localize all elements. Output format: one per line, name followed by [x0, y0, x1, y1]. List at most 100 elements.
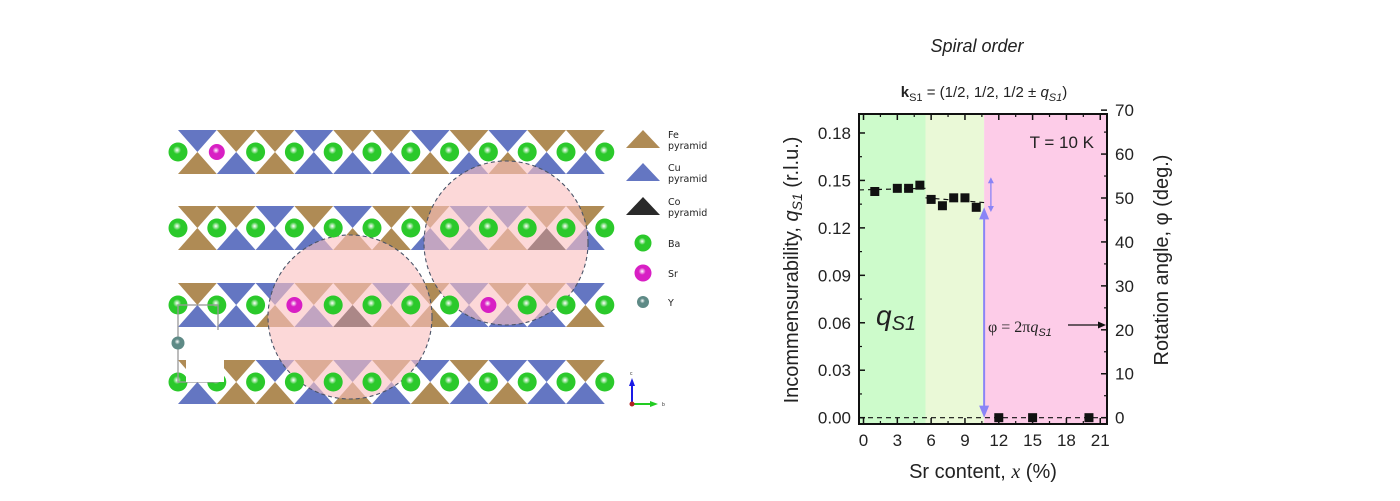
data-point	[971, 202, 981, 212]
ba-atom	[478, 218, 498, 238]
fe-pyramid	[566, 130, 605, 152]
fe-pyramid	[333, 130, 372, 152]
double-arrow-up	[987, 177, 994, 184]
phi-arrow	[1068, 321, 1106, 329]
y2-tick-label: 20	[1115, 321, 1134, 340]
ba-atom	[362, 218, 382, 238]
fe-pyramid	[566, 305, 605, 327]
ba-atom	[401, 295, 421, 315]
sr-atom-icon	[634, 264, 652, 282]
temperature-label: T = 10 K	[1030, 133, 1095, 152]
cu-pyramid	[527, 305, 566, 327]
ba-atom	[440, 372, 460, 392]
x-title-post: (%)	[1020, 461, 1057, 483]
data-point	[994, 413, 1004, 423]
data-point	[926, 194, 936, 204]
guide-line-1	[858, 187, 926, 191]
subtitle-k-sub: S1	[909, 92, 922, 104]
x-title-var: x	[1010, 461, 1020, 483]
axis-c-label: c	[630, 371, 633, 377]
subtitle-q-sub: S1	[1049, 92, 1062, 104]
unit-cell	[171, 304, 224, 383]
cu-pyramid	[410, 360, 450, 382]
ba-atom	[284, 218, 304, 238]
cu-pyramid	[527, 360, 566, 382]
co-pyramid-icon	[626, 197, 660, 215]
crystal-axes-indicator: cb	[629, 371, 665, 408]
cluster-highlight-circle	[267, 234, 433, 400]
ba-atom	[246, 218, 266, 238]
phi-eq-sub: S1	[1038, 327, 1051, 339]
y2-tick-label: 50	[1115, 189, 1134, 208]
cluster-highlights	[267, 160, 589, 400]
region-2	[925, 114, 985, 424]
ba-atom	[517, 295, 537, 315]
ba-atom	[440, 295, 460, 315]
x-tick-label: 15	[1023, 431, 1042, 450]
ba-atom	[440, 218, 460, 238]
fe-pyramid	[488, 382, 528, 404]
cu-pyramid	[178, 305, 217, 327]
data-point	[870, 187, 880, 196]
ba-atom	[556, 372, 576, 392]
jump-arrow-up	[979, 207, 990, 220]
phi-equation: φ = 2πqS1	[988, 319, 1052, 339]
chart-title: Spiral order	[930, 36, 1024, 56]
data-point	[937, 201, 947, 211]
y-title-pre: Incommensurability,	[781, 222, 803, 404]
x-tick-label: 12	[989, 431, 1008, 450]
chart-subtitle: kS1 = (1/2, 1/2, 1/2 ± qS1)	[901, 84, 1068, 104]
ba-atom	[595, 295, 615, 315]
fe-pyramid	[178, 152, 217, 174]
x-tick-label: 3	[893, 431, 902, 450]
fe-pyramid	[255, 130, 295, 152]
fe-pyramid	[449, 130, 489, 152]
cu-pyramid	[566, 382, 605, 404]
y2-axis-title: Rotation angle, φ (deg.)	[1151, 155, 1173, 366]
cu-pyramid	[216, 305, 256, 327]
fe-pyramid-icon	[626, 130, 660, 148]
cu-pyramid	[449, 382, 489, 404]
fe-pyramid	[372, 130, 411, 152]
fe-pyramid	[216, 130, 256, 152]
y-title-q: q	[781, 210, 803, 221]
subtitle-eq: = (1/2, 1/2, 1/2 ±	[923, 84, 1041, 101]
legend-label-line2: pyramid	[668, 208, 707, 219]
ba-atom	[556, 295, 576, 315]
y-tick-label: 0.06	[818, 314, 851, 333]
cu-pyramid	[410, 130, 450, 152]
cu-pyramid	[333, 152, 372, 174]
legend-label-line2: pyramid	[668, 174, 707, 185]
cu-pyramid	[372, 382, 411, 404]
ba-atom	[168, 218, 188, 238]
cu-pyramid	[216, 283, 256, 305]
sr-atom	[286, 297, 303, 313]
fe-pyramid	[527, 130, 566, 152]
data-point	[904, 183, 914, 193]
y-tick-label: 0.03	[818, 361, 851, 380]
legend-y: Y	[637, 296, 674, 309]
region-3	[984, 114, 1107, 424]
ba-atom	[284, 142, 304, 162]
x-tick-label: 18	[1057, 431, 1076, 450]
ba-atom	[556, 218, 576, 238]
fe-pyramid	[449, 360, 489, 382]
cu-pyramid	[178, 130, 217, 152]
subtitle-k: k	[901, 84, 910, 101]
ba-atom	[440, 142, 460, 162]
qs1-label-sub: S1	[892, 313, 916, 335]
ba-atom	[323, 218, 343, 238]
jump-arrow-down	[979, 405, 990, 418]
y-title-sub: S1	[789, 193, 805, 210]
y2-tick-label: 40	[1115, 233, 1134, 252]
ba-atom	[284, 372, 304, 392]
data-point	[892, 183, 902, 193]
legend-sr: Sr	[634, 264, 678, 282]
cu-pyramid	[255, 228, 295, 250]
double-arrow-down	[987, 206, 994, 213]
data-point	[949, 193, 959, 203]
ba-atom-icon	[634, 234, 652, 252]
